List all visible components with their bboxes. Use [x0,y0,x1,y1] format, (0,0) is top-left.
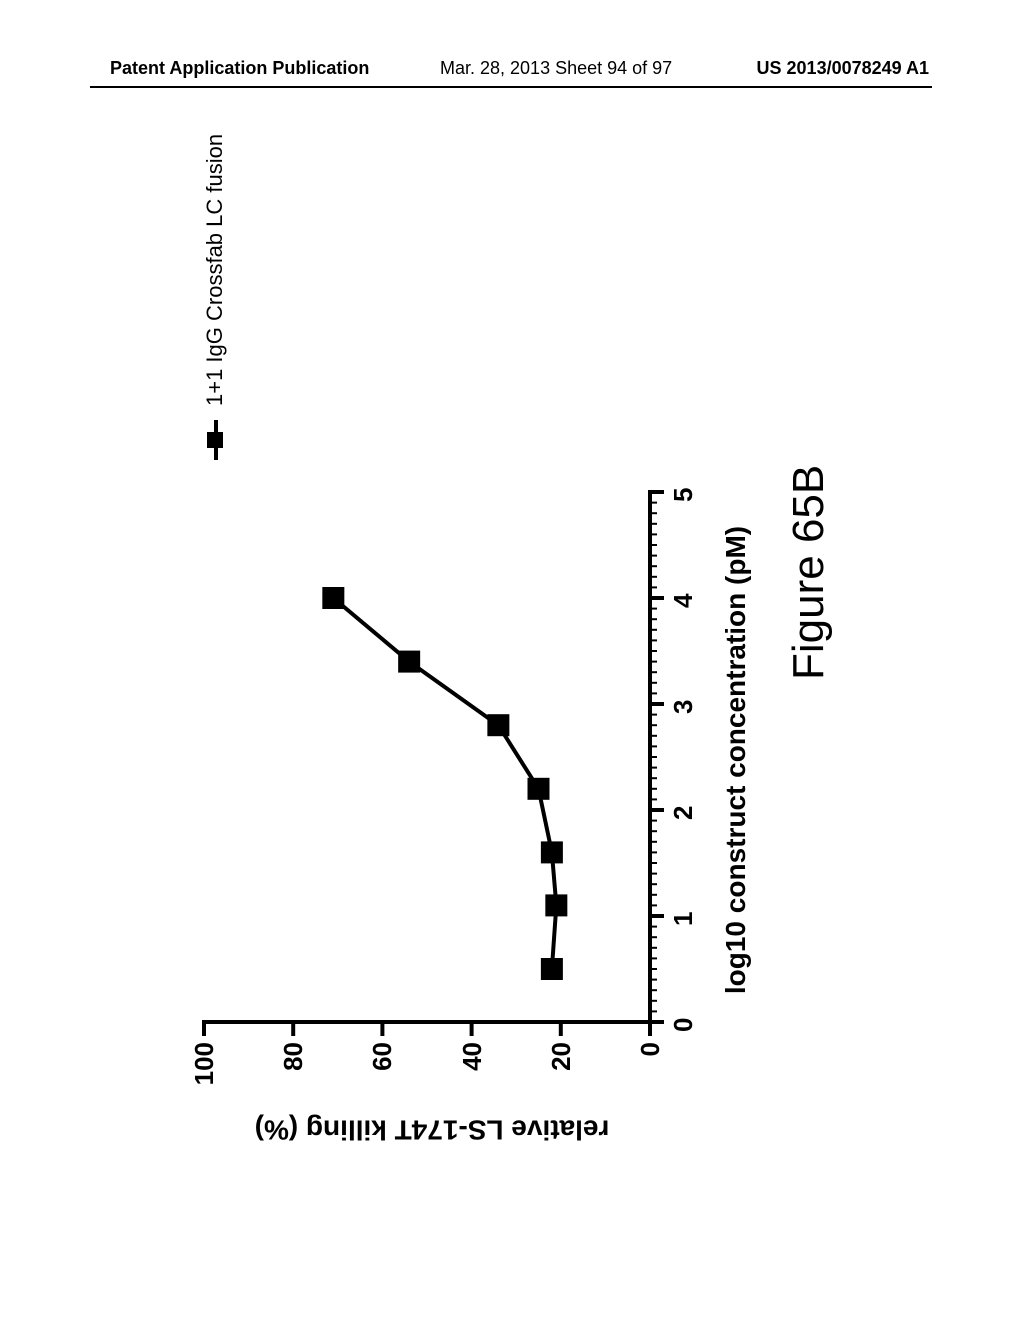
plot-area: 020406080100 012345 [192,480,672,1040]
figure-caption: Figure 65B [784,465,834,680]
y-tick-label: 80 [278,1042,309,1071]
y-tick-label: 60 [367,1042,398,1071]
chart-svg [192,480,672,1040]
header-left: Patent Application Publication [110,58,369,79]
legend-marker [205,420,225,460]
x-axis-label: log10 construct concentration (pM) [720,480,752,1040]
legend-square-icon [207,432,223,448]
y-axis-label: relative LS-174T killing (%) [255,1114,610,1146]
header-right: US 2013/0078249 A1 [757,58,929,79]
x-tick-label: 4 [668,594,699,608]
y-axis-label-container: relative LS-174T killing (%) [192,1110,672,1150]
x-tick-label: 1 [668,912,699,926]
x-tick-label: 2 [668,806,699,820]
x-tick-label: 0 [668,1018,699,1032]
page-header: Patent Application Publication Mar. 28, … [0,58,1024,88]
y-tick-label: 40 [457,1042,488,1071]
y-tick-label: 20 [546,1042,577,1071]
figure-block: relative LS-174T killing (%) 02040608010… [152,220,872,1180]
y-tick-label: 0 [635,1042,666,1056]
header-rule [90,86,932,88]
y-tick-label: 100 [189,1042,220,1085]
x-tick-label: 5 [668,488,699,502]
legend: 1+1 IgG Crossfab LC fusion [202,134,228,460]
legend-label: 1+1 IgG Crossfab LC fusion [202,134,228,406]
page: Patent Application Publication Mar. 28, … [0,0,1024,1320]
x-tick-label: 3 [668,700,699,714]
header-center: Mar. 28, 2013 Sheet 94 of 97 [440,58,672,79]
